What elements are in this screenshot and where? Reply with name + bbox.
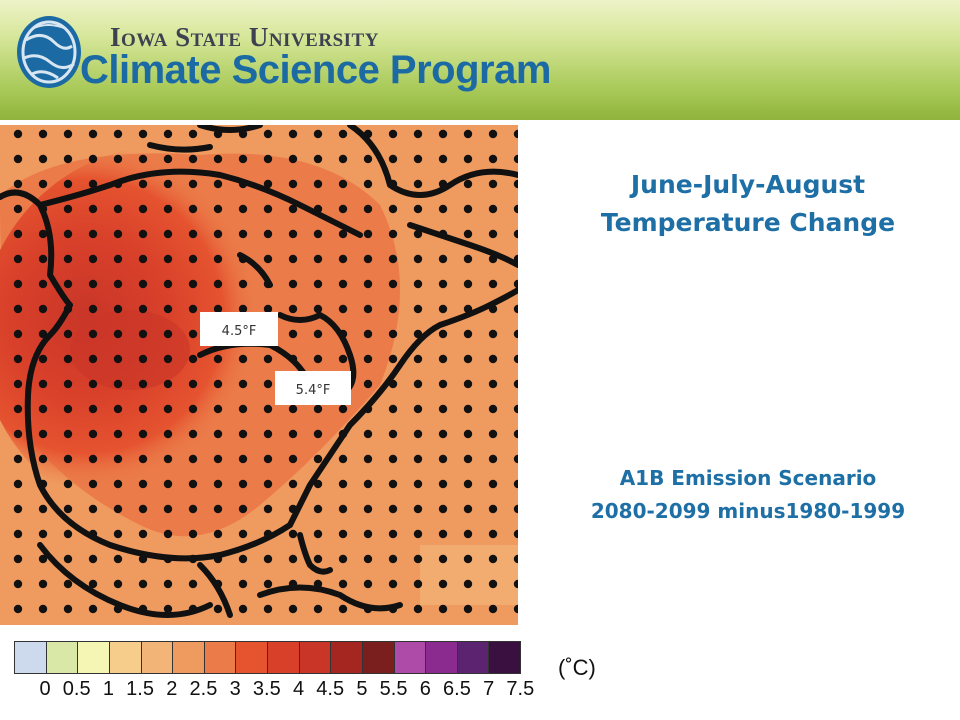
legend-tick-label: 3.5 [252, 678, 281, 700]
legend-swatch [141, 642, 174, 673]
legend-tick-label: 6 [419, 678, 431, 700]
temperature-change-map: 4.5°F 5.4°F [0, 125, 518, 625]
legend-tick-label: 4.5 [316, 678, 345, 700]
legend-tick-label: 2.5 [189, 678, 218, 700]
legend-tick-label: 1.5 [126, 678, 154, 700]
legend-tick-label: 5 [356, 678, 368, 700]
scenario-caption: A1B Emission Scenario 2080-2099 minus198… [548, 462, 948, 528]
legend-swatch [331, 642, 363, 673]
map-label-5-4: 5.4°F [296, 383, 331, 398]
legend-tick-label: 7 [483, 678, 495, 700]
university-name: Iowa State University [110, 22, 379, 52]
legend-swatch [236, 642, 268, 673]
legend-swatch [362, 642, 395, 673]
legend-swatch [426, 642, 458, 673]
legend-tick-label: 3 [229, 678, 241, 700]
legend-swatch [46, 642, 79, 673]
significance-dots [0, 125, 518, 625]
title-line-2: Temperature Change [600, 208, 896, 237]
map-label-4-5: 4.5°F [222, 324, 257, 339]
legend-colorbar [14, 641, 521, 674]
legend-unit: (˚C) [558, 655, 596, 680]
legend-swatch [394, 642, 427, 673]
legend-swatch [204, 642, 237, 673]
legend-tick-label: 2 [166, 678, 178, 700]
legend-tick-label: 1 [102, 678, 114, 700]
legend-swatch [457, 642, 490, 673]
legend-tick-label: 5.5 [379, 678, 408, 700]
map-label-5-4-bg [275, 371, 351, 405]
program-name: Climate Science Program [80, 48, 551, 92]
title-line-1: June-July-August [630, 170, 866, 199]
legend-swatch [109, 642, 142, 673]
header-banner: Iowa State University Climate Science Pr… [0, 0, 960, 120]
map-label-4-5-bg [200, 312, 278, 346]
legend-swatch [15, 642, 47, 673]
chart-title: June-July-August Temperature Change [548, 166, 948, 242]
legend-tick-label: 4 [292, 678, 305, 700]
legend-tick-label: 0 [39, 678, 51, 700]
legend-swatch [78, 642, 110, 673]
coastline-outlines [0, 125, 518, 618]
scenario-line-2: 2080-2099 minus1980-1999 [590, 499, 906, 523]
globe-logo-icon [17, 16, 81, 88]
scenario-line-1: A1B Emission Scenario [619, 466, 877, 490]
legend-swatch [268, 642, 300, 673]
legend-swatch [299, 642, 332, 673]
legend-tick-label: 6.5 [443, 678, 471, 700]
legend-tick-label: 0.5 [62, 678, 91, 700]
legend-tick-label: 7.5 [506, 678, 535, 700]
legend-ticks: 0 0.5 1 1.5 2 2.5 3 3.5 4 4.5 5 5.5 6 6.5 7 7.5 [0, 678, 540, 708]
legend-swatch [489, 642, 520, 673]
legend-swatch [173, 642, 205, 673]
